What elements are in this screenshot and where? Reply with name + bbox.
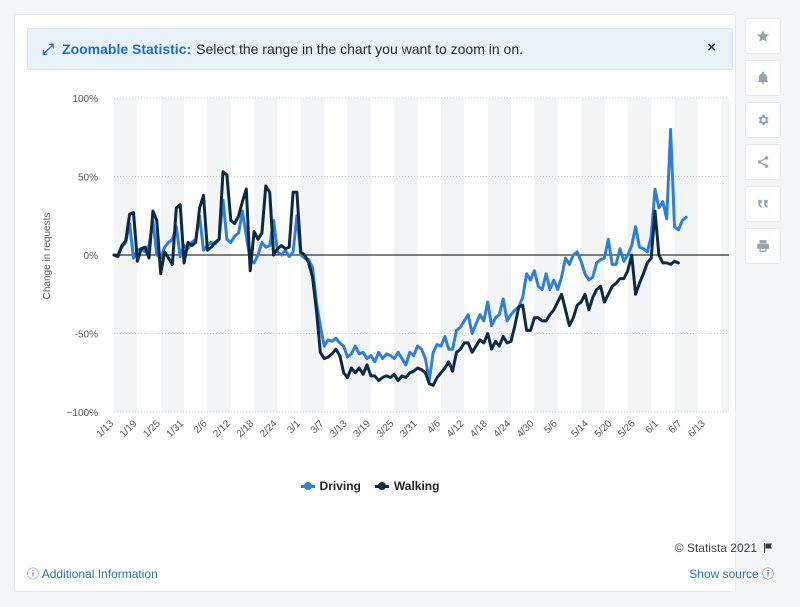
legend-item-driving[interactable]: Driving bbox=[300, 479, 361, 493]
copyright: © Statista 2021 bbox=[675, 541, 774, 555]
legend-label-driving: Driving bbox=[319, 479, 361, 493]
show-source-label: Show source bbox=[689, 567, 759, 581]
x-tick-label: 4/6 bbox=[425, 418, 443, 436]
favorite-button[interactable] bbox=[745, 18, 781, 54]
x-tick-label: 4/18 bbox=[468, 418, 490, 440]
zoom-banner: ⤢ Zoomable Statistic: Select the range i… bbox=[27, 28, 733, 70]
x-tick-label: 2/24 bbox=[258, 418, 280, 440]
y-tick-label: 100% bbox=[72, 94, 98, 105]
x-tick-label: 5/20 bbox=[593, 418, 615, 440]
x-tick-label: 2/12 bbox=[211, 418, 233, 440]
additional-information-label: Additional Information bbox=[41, 567, 158, 581]
show-source-link[interactable]: Show source ⓘ bbox=[689, 565, 774, 582]
x-tick-label: 5/26 bbox=[616, 418, 638, 440]
x-tick-label: 3/7 bbox=[309, 418, 327, 436]
x-tick-label: 3/25 bbox=[375, 418, 397, 440]
legend-label-walking: Walking bbox=[393, 479, 440, 493]
bell-icon bbox=[757, 71, 769, 84]
print-button[interactable] bbox=[745, 228, 781, 264]
star-icon bbox=[756, 30, 770, 42]
print-icon bbox=[757, 240, 769, 252]
y-axis-label: Change in requests bbox=[42, 213, 53, 300]
gear-icon bbox=[758, 114, 769, 126]
cite-button[interactable] bbox=[745, 186, 781, 222]
x-tick-label: 3/19 bbox=[351, 418, 373, 440]
x-tick-label: 4/12 bbox=[445, 418, 467, 440]
line-chart[interactable]: 100%50%0%-50%−100% 1/13 1/19 1/25 1/31 2/6 2/… bbox=[0, 0, 800, 470]
copyright-text: © Statista 2021 bbox=[674, 541, 757, 555]
x-tick-label: 5/14 bbox=[569, 418, 591, 440]
x-tick-label: 1/31 bbox=[165, 418, 187, 440]
settings-button[interactable] bbox=[745, 102, 781, 138]
banner-title: Zoomable Statistic: bbox=[62, 41, 192, 57]
y-tick-label: 0% bbox=[84, 251, 99, 262]
banner-text: Select the range in the chart you want t… bbox=[196, 41, 524, 57]
x-tick-label: 5/6 bbox=[542, 418, 560, 436]
x-tick-label: 1/13 bbox=[95, 418, 117, 440]
x-tick-label: 6/1 bbox=[643, 418, 661, 436]
chart-legend: Driving Walking bbox=[0, 479, 740, 493]
expand-icon: ⤢ bbox=[42, 40, 55, 58]
y-axis-ticks: 100% 50% 0% -50% −100% bbox=[67, 94, 99, 419]
x-tick-label: 4/24 bbox=[492, 418, 514, 440]
chart-series bbox=[112, 127, 688, 387]
flag-icon[interactable] bbox=[762, 542, 774, 554]
x-tick-label: 3/13 bbox=[328, 418, 350, 440]
series-line-walking[interactable] bbox=[112, 170, 680, 387]
x-tick-label: 4/30 bbox=[515, 418, 537, 440]
legend-swatch-walking bbox=[374, 482, 389, 490]
y-tick-label: -50% bbox=[75, 330, 98, 341]
close-banner-button[interactable]: × bbox=[707, 39, 716, 56]
x-tick-label: 6/7 bbox=[667, 418, 685, 436]
series-line-driving[interactable] bbox=[112, 127, 688, 383]
x-tick-label: 2/18 bbox=[235, 418, 257, 440]
info-icon: ⓘ bbox=[761, 567, 774, 581]
info-icon: ⓘ bbox=[27, 567, 40, 581]
x-tick-label: 1/25 bbox=[141, 418, 163, 440]
action-sidebar bbox=[745, 18, 781, 270]
y-tick-label: 50% bbox=[78, 173, 98, 184]
notification-button[interactable] bbox=[745, 60, 781, 96]
x-tick-label: 2/6 bbox=[192, 418, 210, 436]
x-tick-label: 3/31 bbox=[398, 418, 420, 440]
x-tick-label: 3/1 bbox=[285, 418, 303, 436]
additional-information-link[interactable]: ⓘ Additional Information bbox=[27, 565, 158, 582]
share-icon bbox=[757, 156, 769, 168]
share-button[interactable] bbox=[745, 144, 781, 180]
x-axis-ticks: 1/13 1/19 1/25 1/31 2/6 2/12 2/18 2/24 3/1 3/7 3/1… bbox=[95, 418, 708, 440]
quote-icon bbox=[758, 199, 768, 208]
legend-item-walking[interactable]: Walking bbox=[374, 479, 440, 493]
y-tick-label: −100% bbox=[67, 408, 99, 419]
legend-swatch-driving bbox=[300, 482, 315, 490]
x-tick-label: 1/19 bbox=[118, 418, 140, 440]
x-tick-label: 6/13 bbox=[686, 418, 708, 440]
